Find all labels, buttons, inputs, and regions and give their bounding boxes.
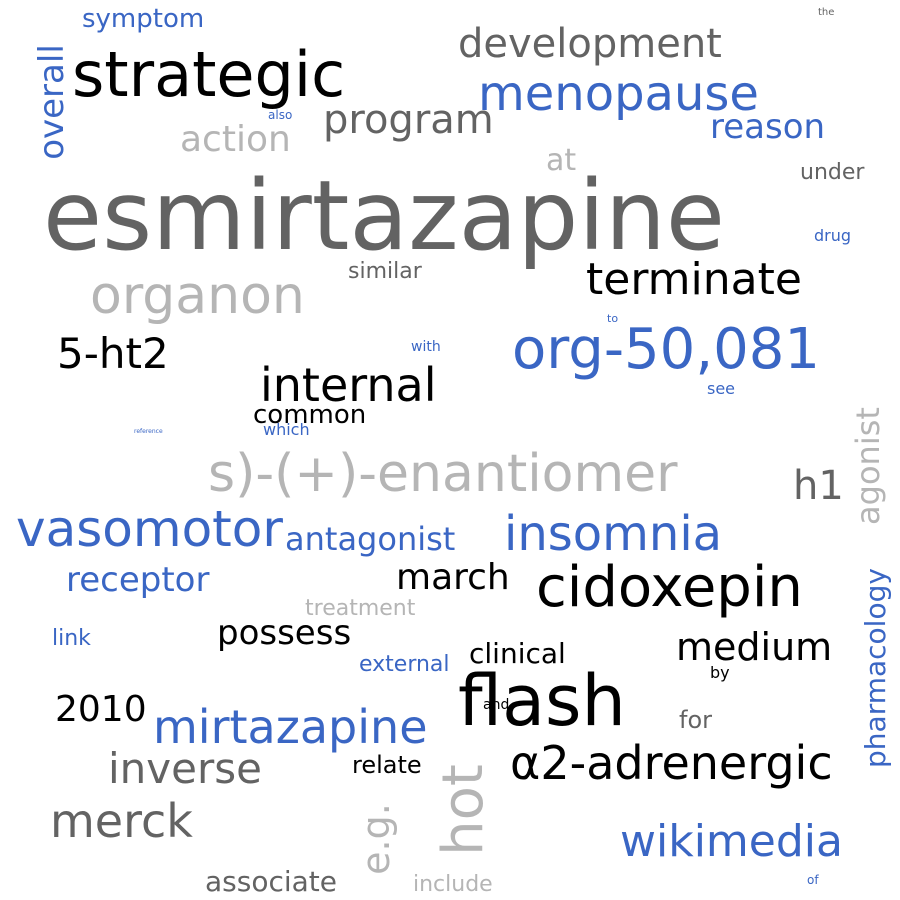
word-menopause: menopause [478,66,759,122]
word-reason: reason [710,107,826,147]
word-similar: similar [348,259,422,284]
word-include: include [413,872,493,897]
word-possess: possess [217,613,352,653]
word-strategic: strategic [72,38,346,111]
word-vasomotor: vasomotor [16,500,283,558]
word-with: with [411,339,441,355]
word-the: the [818,7,835,18]
word-inverse: inverse [108,744,262,793]
word-action: action [180,119,291,160]
word-symptom: symptom [82,4,205,34]
word-at: at [546,143,577,178]
word-enantiomer: s)-(+)-enantiomer [208,444,678,504]
word-of: of [807,873,819,887]
word-march: march [396,557,510,598]
word-drug: drug [814,226,852,245]
word-treatment: treatment [305,596,416,621]
word-antagonist: antagonist [285,520,456,558]
word-to: to [607,312,619,325]
word-associate: associate [205,865,338,898]
word-receptor: receptor [66,560,210,600]
word-clinical: clinical [469,637,566,670]
word-pharmacology: pharmacology [859,568,892,768]
word-hot: hot [431,764,496,856]
word-for: for [679,706,712,734]
word-mirtazapine: mirtazapine [153,700,428,754]
word-link: link [52,626,91,651]
word-by: by [710,663,730,682]
word-see: see [707,379,736,398]
word-which: which [263,420,310,439]
word-2010: 2010 [55,689,147,730]
word-terminate: terminate [586,254,802,305]
word-esmirtazapine: esmirtazapine [43,160,725,272]
word-overall: overall [32,44,72,160]
word-program: program [323,97,494,143]
word-h1: h1 [793,463,844,509]
word-merck: merck [50,794,193,848]
word-development: development [458,21,722,67]
word-agonist: agonist [849,407,887,525]
word-common: common [253,400,367,430]
word-also: also [268,108,293,122]
word-external: external [359,652,450,677]
word-organon: organon [90,266,305,326]
word-internal: internal [260,358,437,412]
word-reference: reference [134,428,163,435]
word-medium: medium [676,625,833,669]
word-cidoxepin: cidoxepin [536,555,803,620]
word-insomnia: insomnia [504,506,723,562]
word-and: and [483,697,510,713]
word-wikimedia: wikimedia [620,816,843,867]
word-flash: flash [458,660,626,742]
word-alpha2-adrenergic: α2-adrenergic [510,736,833,790]
word-under: under [800,160,865,185]
word-eg: e.g. [354,803,398,875]
word-org-50081: org-50,081 [512,317,820,382]
word-5-ht2: 5-ht2 [57,329,169,378]
word-relate: relate [352,751,422,779]
